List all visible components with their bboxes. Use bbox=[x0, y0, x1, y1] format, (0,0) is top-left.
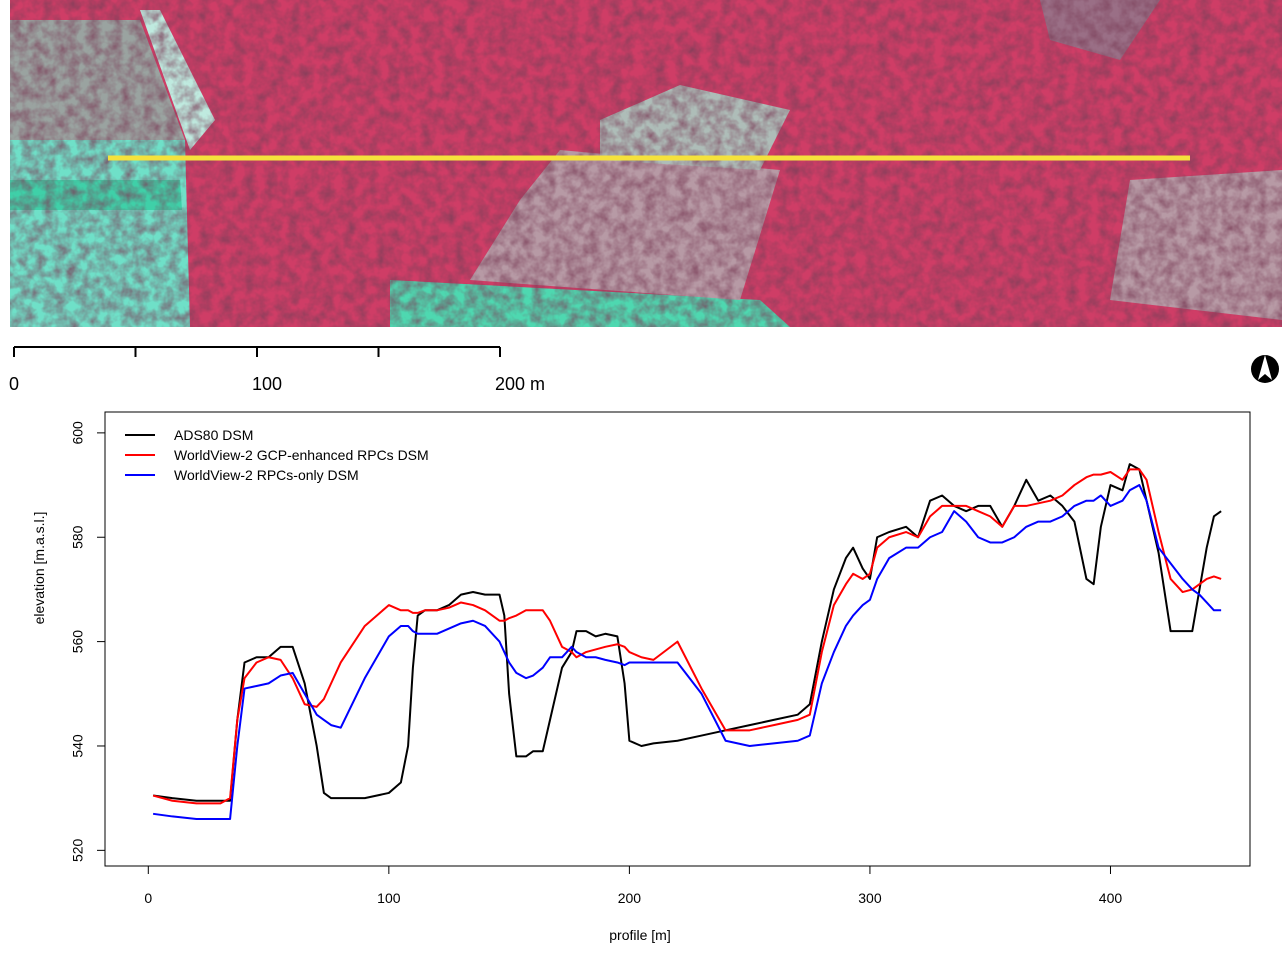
y-tick-label: 540 bbox=[70, 734, 86, 758]
series-line bbox=[153, 469, 1221, 803]
x-tick-label: 0 bbox=[144, 890, 152, 906]
y-tick-label: 560 bbox=[70, 630, 86, 654]
y-tick-label: 580 bbox=[70, 525, 86, 549]
legend-label: WorldView-2 RPCs-only DSM bbox=[174, 467, 359, 483]
x-tick-label: 400 bbox=[1099, 890, 1123, 906]
aerial-image bbox=[10, 0, 1282, 327]
chart: profile [m] elevation [m.a.s.l.] 0 100 200… bbox=[31, 412, 1250, 943]
legend-label: ADS80 DSM bbox=[174, 427, 253, 443]
legend-label: WorldView-2 GCP-enhanced RPCs DSM bbox=[174, 447, 429, 463]
north-arrow bbox=[1251, 355, 1279, 383]
x-tick-label: 300 bbox=[858, 890, 882, 906]
legend: ADS80 DSM WorldView-2 GCP-enhanced RPCs D… bbox=[125, 427, 429, 483]
x-axis-title: profile [m] bbox=[609, 927, 670, 943]
scale-label: 0 bbox=[9, 374, 19, 394]
x-tick-label: 100 bbox=[377, 890, 401, 906]
scale-label: 200 m bbox=[495, 374, 545, 394]
y-axis-title: elevation [m.a.s.l.] bbox=[31, 512, 47, 625]
scale-label: 100 bbox=[252, 374, 282, 394]
scale-bar: 0 100 200 m bbox=[9, 347, 545, 394]
y-tick-label: 600 bbox=[70, 421, 86, 445]
x-tick-label: 200 bbox=[618, 890, 642, 906]
series-line bbox=[153, 485, 1221, 819]
figure: 0 100 200 m profile [m] elevation [m.a.s.l… bbox=[0, 0, 1282, 951]
y-tick-label: 520 bbox=[70, 838, 86, 862]
series-line bbox=[153, 464, 1221, 801]
